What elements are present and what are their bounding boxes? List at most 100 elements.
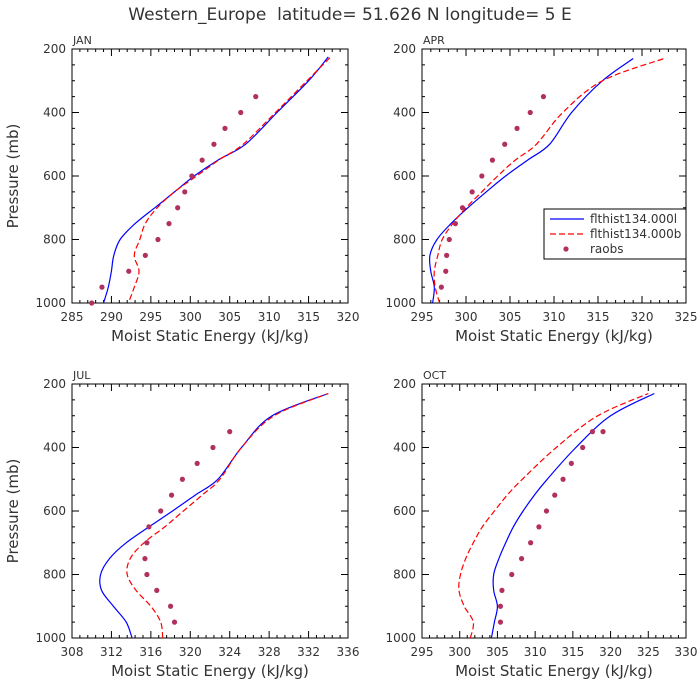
series-line-b xyxy=(129,56,332,301)
raobs-point xyxy=(527,109,533,116)
raobs-point xyxy=(144,540,150,546)
x-tick-label: 300 xyxy=(448,645,471,659)
y-tick-label: 800 xyxy=(43,568,66,582)
y-tick-label: 200 xyxy=(43,377,66,391)
x-axis-title: Moist Static Energy (kJ/kg) xyxy=(455,662,653,680)
x-tick-label: 285 xyxy=(61,310,84,324)
x-axis-title: Moist Static Energy (kJ/kg) xyxy=(455,327,653,345)
raobs-point xyxy=(154,587,160,593)
x-tick-label: 336 xyxy=(337,645,360,659)
raobs-point xyxy=(211,141,217,147)
x-tick-label: 305 xyxy=(499,310,522,324)
raobs-point xyxy=(469,189,475,195)
raobs-point xyxy=(536,524,542,530)
x-tick-label: 308 xyxy=(61,645,84,659)
panel-label: JUL xyxy=(72,369,91,382)
raobs-point xyxy=(238,109,244,116)
x-tick-label: 290 xyxy=(100,310,123,324)
figure-title: Western_Europe latitude= 51.626 N longit… xyxy=(128,5,571,25)
series-line-l xyxy=(490,392,655,639)
series-raobs xyxy=(142,429,233,625)
y-tick-label: 400 xyxy=(393,106,416,120)
raobs-point xyxy=(126,268,132,274)
panel-oct: OCT 295 300 305 310 315 320 325 330 200 400 600 800 1… xyxy=(385,369,697,680)
raobs-point xyxy=(210,444,216,451)
raobs-point xyxy=(142,252,148,258)
raobs-point xyxy=(253,94,259,100)
y-tick-label: 200 xyxy=(393,377,416,391)
raobs-point xyxy=(479,173,485,179)
y-axis-title: Pressure (mb) xyxy=(4,124,22,229)
y-tick-label: 1000 xyxy=(385,631,416,645)
series-line-b xyxy=(126,392,329,639)
raobs-point xyxy=(168,492,175,498)
raobs-point xyxy=(222,125,228,131)
raobs-point xyxy=(144,571,150,578)
y-tick-label: 400 xyxy=(43,106,66,120)
y-tick-label: 600 xyxy=(43,169,66,183)
raobs-point xyxy=(497,619,504,625)
raobs-point xyxy=(489,157,495,163)
y-tick-label: 400 xyxy=(393,441,416,455)
y-tick-label: 1000 xyxy=(35,631,66,645)
y-tick-label: 800 xyxy=(393,233,416,247)
raobs-point xyxy=(502,141,508,147)
y-tick-label: 600 xyxy=(43,504,66,518)
raobs-point xyxy=(444,252,450,258)
x-tick-label: 315 xyxy=(297,310,320,324)
y-tick-label: 800 xyxy=(393,568,416,582)
plot-frame xyxy=(71,383,349,639)
raobs-point xyxy=(589,429,596,435)
raobs-point xyxy=(182,189,188,195)
x-tick-label: 295 xyxy=(139,310,162,324)
series-line-b xyxy=(433,57,665,304)
x-tick-label: 332 xyxy=(297,645,320,659)
panel-label: JAN xyxy=(72,34,92,47)
raobs-point xyxy=(146,524,152,530)
series-line-b xyxy=(458,392,649,639)
x-tick-label: 315 xyxy=(561,645,584,659)
raobs-point xyxy=(443,268,449,274)
x-tick-label: 315 xyxy=(587,310,610,324)
raobs-point xyxy=(540,94,547,100)
raobs-point xyxy=(89,300,95,306)
legend-label: raobs xyxy=(590,242,624,256)
x-axis-title: Moist Static Energy (kJ/kg) xyxy=(111,662,309,680)
y-tick-label: 1000 xyxy=(35,296,66,310)
x-tick-label: 295 xyxy=(411,310,434,324)
x-tick-label: 305 xyxy=(218,310,241,324)
x-tick-label: 320 xyxy=(179,645,202,659)
raobs-point xyxy=(568,460,574,466)
x-tick-label: 295 xyxy=(411,645,434,659)
x-tick-label: 310 xyxy=(543,310,566,324)
x-tick-label: 300 xyxy=(455,310,478,324)
panels-group: JAN 285 290 295 300 305 310 315 320 200 400 600 800 1… xyxy=(4,34,697,680)
x-tick-label: 316 xyxy=(139,645,162,659)
raobs-point xyxy=(509,571,515,578)
panel-jan: JAN 285 290 295 300 305 310 315 320 200 400 600 800 1… xyxy=(4,34,359,345)
raobs-point xyxy=(194,460,200,466)
raobs-point xyxy=(179,476,185,482)
y-tick-label: 600 xyxy=(393,169,416,183)
series-raobs xyxy=(438,94,547,290)
raobs-point xyxy=(227,429,233,435)
raobs-point xyxy=(99,284,105,290)
x-tick-label: 320 xyxy=(337,310,360,324)
raobs-point xyxy=(189,173,195,179)
raobs-point xyxy=(452,221,459,227)
raobs-point xyxy=(199,157,205,163)
raobs-point xyxy=(142,556,148,562)
x-tick-label: 312 xyxy=(100,645,123,659)
x-tick-label: 300 xyxy=(179,310,202,324)
raobs-point xyxy=(155,236,161,243)
raobs-point xyxy=(171,619,178,625)
raobs-point xyxy=(580,444,586,451)
series-line-l xyxy=(428,58,634,304)
series-raobs xyxy=(497,429,606,625)
plot-frame xyxy=(421,48,687,304)
raobs-point xyxy=(438,284,444,290)
x-tick-label: 330 xyxy=(675,645,698,659)
raobs-point xyxy=(499,587,505,593)
raobs-point xyxy=(459,205,466,211)
